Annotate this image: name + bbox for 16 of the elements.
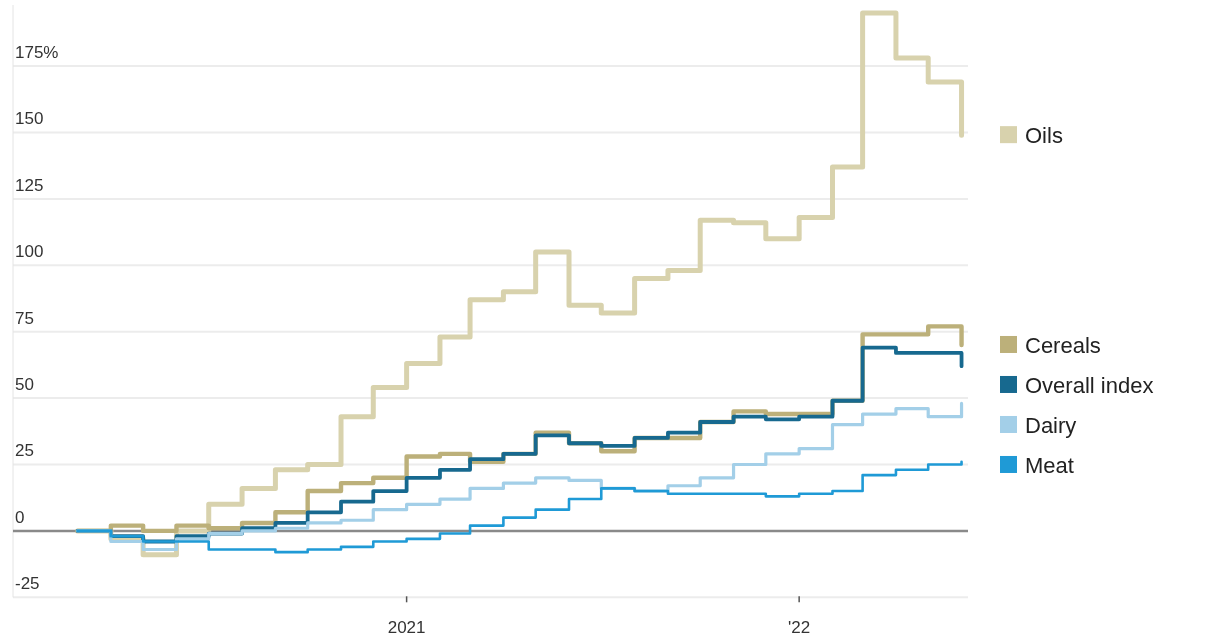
- x-tick-label: 2021: [387, 618, 426, 638]
- y-tick-label: 0: [15, 507, 25, 527]
- legend-label: Dairy: [1025, 412, 1077, 438]
- y-tick-label: -25: [15, 574, 40, 594]
- legend-label: Overall index: [1025, 372, 1154, 398]
- y-tick-label: 50: [15, 375, 34, 395]
- legend-label: Oils: [1025, 123, 1063, 149]
- y-tick-label: 125: [15, 175, 44, 195]
- y-tick-label: 150: [15, 109, 44, 129]
- y-tick-label: 100: [15, 242, 44, 262]
- y-tick-label: 175%: [15, 43, 59, 63]
- y-tick-label: 75: [15, 308, 34, 328]
- y-tick-label: 25: [15, 441, 34, 461]
- x-tick-label: '22: [788, 618, 811, 638]
- legend-label: Meat: [1025, 452, 1074, 478]
- legend-label: Cereals: [1025, 332, 1101, 358]
